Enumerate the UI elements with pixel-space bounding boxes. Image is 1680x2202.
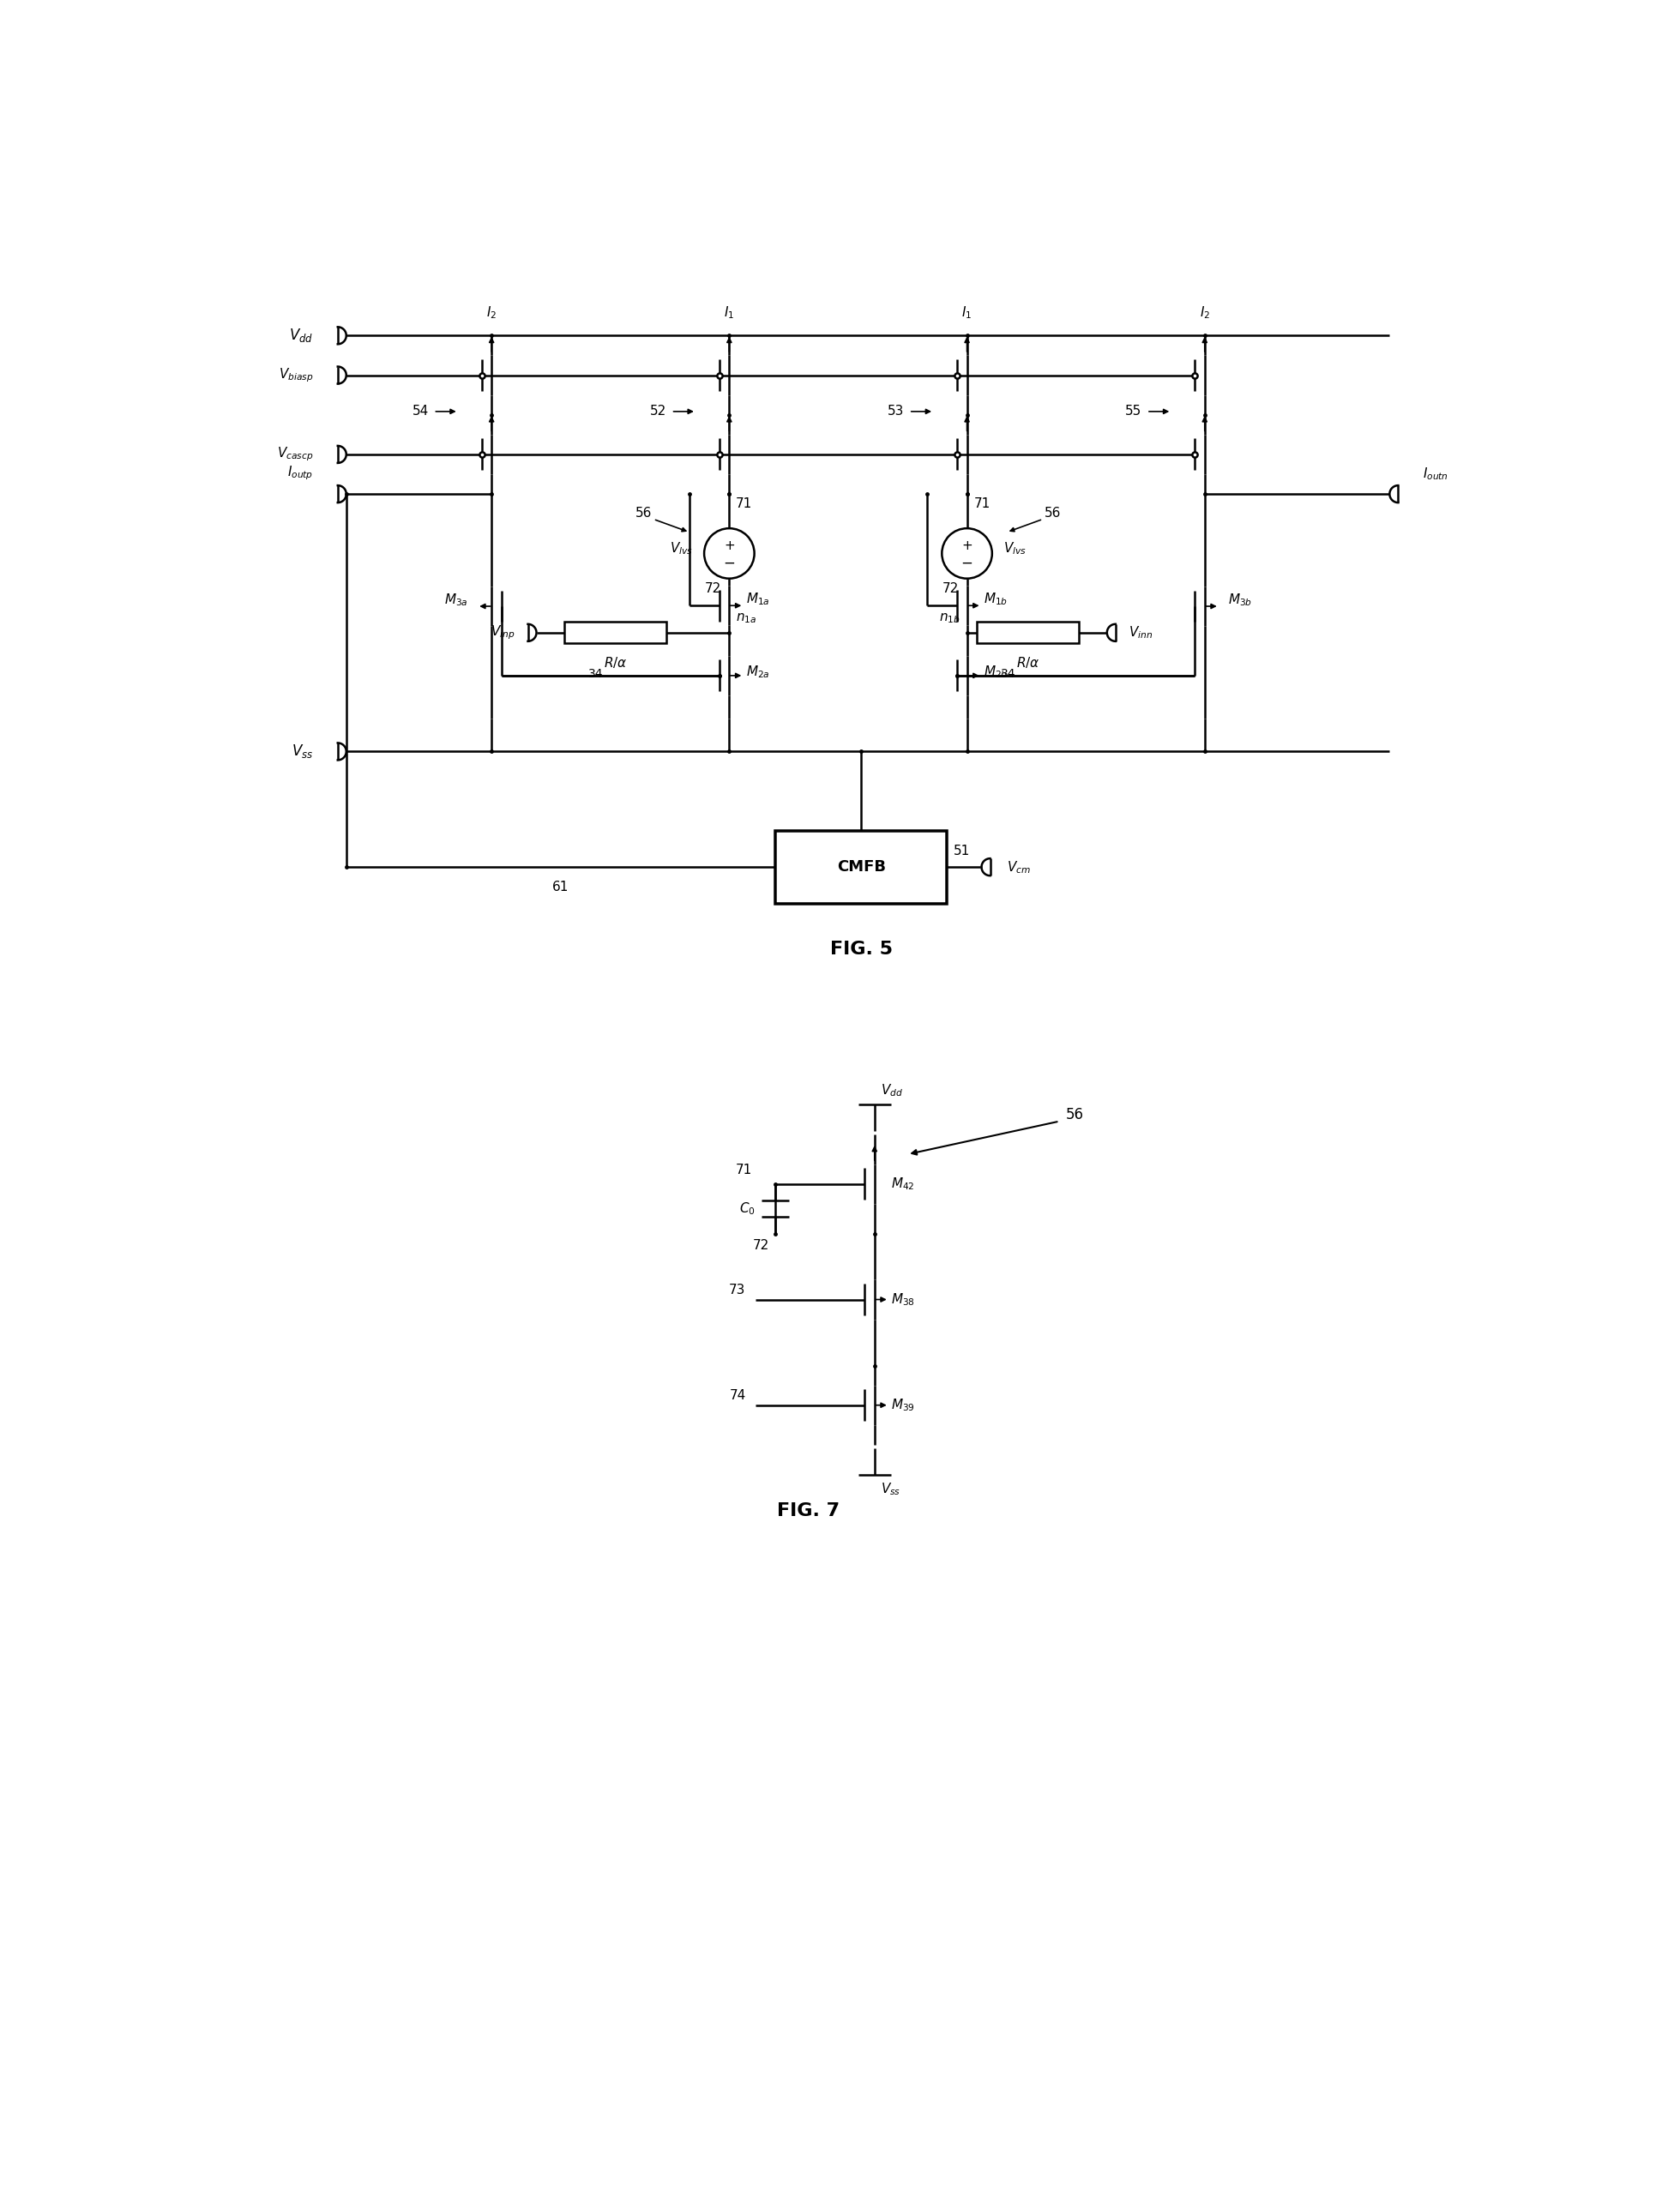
Text: $n_{1a}$: $n_{1a}$ — [736, 612, 756, 625]
Text: $R/\alpha$: $R/\alpha$ — [603, 656, 627, 669]
Text: FIG. 7: FIG. 7 — [778, 1502, 840, 1519]
Text: $V_{ss}$: $V_{ss}$ — [292, 742, 312, 760]
Text: 56: 56 — [1067, 1108, 1084, 1123]
Text: $V_{inn}$: $V_{inn}$ — [1129, 625, 1152, 641]
Text: $M_{2b}$: $M_{2b}$ — [983, 665, 1008, 680]
Text: $M_{38}$: $M_{38}$ — [890, 1293, 916, 1308]
Text: $R/\alpha$: $R/\alpha$ — [1016, 656, 1040, 669]
Bar — [776, 830, 948, 903]
Text: $M_{3a}$: $M_{3a}$ — [445, 592, 469, 608]
Text: $I_{outp}$: $I_{outp}$ — [287, 465, 312, 482]
Text: $C_0$: $C_0$ — [739, 1200, 754, 1218]
Text: $M_{1b}$: $M_{1b}$ — [983, 590, 1008, 608]
Text: $n_{1b}$: $n_{1b}$ — [939, 612, 961, 625]
Text: 55: 55 — [1126, 405, 1142, 418]
Text: $M_{42}$: $M_{42}$ — [890, 1176, 914, 1191]
Text: 56: 56 — [635, 506, 652, 520]
Text: $V_{dd}$: $V_{dd}$ — [289, 326, 312, 344]
Text: −: − — [961, 555, 973, 570]
Bar — [976, 623, 1079, 643]
Text: $V_{inp}$: $V_{inp}$ — [491, 623, 514, 641]
Text: 52: 52 — [650, 405, 667, 418]
Text: +: + — [961, 539, 973, 553]
Text: $M_{39}$: $M_{39}$ — [890, 1396, 916, 1414]
Text: $V_{ss}$: $V_{ss}$ — [880, 1482, 900, 1497]
Text: −: − — [724, 555, 736, 570]
Text: 56: 56 — [1045, 506, 1062, 520]
Text: FIG. 5: FIG. 5 — [830, 940, 892, 958]
Text: $M_{2a}$: $M_{2a}$ — [746, 665, 769, 680]
Text: 34: 34 — [1001, 669, 1016, 680]
Text: $V_{cm}$: $V_{cm}$ — [1006, 859, 1030, 874]
Text: 34: 34 — [588, 669, 603, 680]
Text: $V_{biasp}$: $V_{biasp}$ — [279, 366, 312, 383]
Text: 71: 71 — [736, 498, 753, 511]
Text: 71: 71 — [974, 498, 990, 511]
Text: $I_1$: $I_1$ — [724, 306, 734, 321]
Text: $I_2$: $I_2$ — [486, 306, 497, 321]
Text: CMFB: CMFB — [837, 859, 885, 874]
Text: 71: 71 — [736, 1163, 753, 1176]
Text: 61: 61 — [553, 881, 570, 894]
Text: 72: 72 — [753, 1240, 769, 1251]
Bar — [564, 623, 667, 643]
Text: $M_{1a}$: $M_{1a}$ — [746, 590, 769, 608]
Text: 53: 53 — [887, 405, 904, 418]
Text: $V_{lvs}$: $V_{lvs}$ — [1003, 539, 1026, 557]
Text: $M_{3b}$: $M_{3b}$ — [1228, 592, 1252, 608]
Text: $V_{lvs}$: $V_{lvs}$ — [670, 539, 692, 557]
Text: $I_{outn}$: $I_{outn}$ — [1423, 467, 1448, 482]
Text: $I_1$: $I_1$ — [961, 306, 973, 321]
Text: +: + — [724, 539, 734, 553]
Text: 54: 54 — [412, 405, 428, 418]
Text: 74: 74 — [729, 1389, 746, 1403]
Text: $V_{dd}$: $V_{dd}$ — [880, 1081, 904, 1099]
Text: 51: 51 — [954, 843, 971, 857]
Text: 72: 72 — [706, 581, 721, 595]
Text: $I_2$: $I_2$ — [1200, 306, 1210, 321]
Text: $V_{cascp}$: $V_{cascp}$ — [277, 445, 312, 462]
Text: 73: 73 — [729, 1284, 746, 1297]
Text: 72: 72 — [942, 581, 959, 595]
